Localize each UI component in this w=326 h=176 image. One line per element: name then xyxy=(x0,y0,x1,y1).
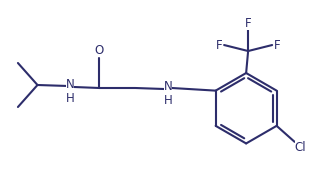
Text: Cl: Cl xyxy=(295,141,306,154)
Text: N: N xyxy=(66,78,74,92)
Text: H: H xyxy=(164,93,172,106)
Text: F: F xyxy=(274,39,280,52)
Text: O: O xyxy=(95,43,104,56)
Text: N: N xyxy=(164,80,172,93)
Text: F: F xyxy=(216,39,222,52)
Text: H: H xyxy=(66,92,74,105)
Text: F: F xyxy=(245,17,251,30)
